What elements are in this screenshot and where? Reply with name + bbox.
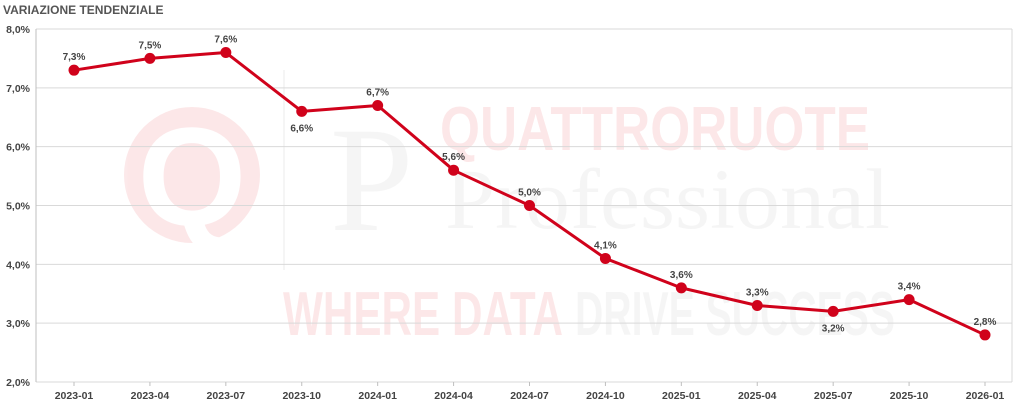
x-tick-label: 2024-01 [358, 390, 397, 402]
x-tick-label: 2025-04 [738, 390, 777, 402]
data-point [448, 164, 460, 176]
y-tick-label: 3,0% [6, 318, 31, 330]
x-tick-label: 2023-07 [207, 390, 246, 402]
data-point [675, 282, 687, 294]
data-label: 5,6% [442, 152, 465, 163]
x-tick-label: 2025-10 [890, 390, 929, 402]
x-tick-label: 2023-04 [131, 390, 170, 402]
data-point [296, 105, 308, 117]
watermark-tagline-b: DRIVE SUCCESS [575, 280, 895, 349]
x-tick-label: 2025-01 [662, 390, 701, 402]
y-tick-label: 2,0% [6, 377, 31, 389]
watermark-logo-p: P [330, 97, 413, 263]
gridlines [36, 28, 1012, 383]
watermark-brand: QUATTRORUOTE [440, 95, 870, 164]
x-tick-label: 2024-07 [510, 390, 549, 402]
data-label: 7,6% [214, 35, 237, 46]
data-label: 3,3% [746, 288, 769, 299]
data-label: 6,7% [366, 87, 389, 98]
y-tick-label: 4,0% [6, 259, 31, 271]
x-tick-label: 2024-04 [434, 390, 473, 402]
data-label: 6,6% [290, 123, 313, 134]
y-tick-label: 8,0% [6, 24, 31, 36]
data-point [372, 99, 384, 111]
series-points [68, 47, 991, 341]
x-tick-label: 2023-01 [55, 390, 94, 402]
data-point [524, 200, 535, 211]
x-tick-label: 2026-01 [966, 390, 1005, 402]
data-label: 7,5% [139, 40, 162, 51]
data-label: 2,8% [974, 317, 997, 328]
data-point [827, 305, 839, 317]
y-tick-label: 7,0% [6, 83, 31, 95]
watermark-logo-q: Q [138, 98, 247, 255]
y-axis: 2,0% 3,0% 4,0% 5,0% 6,0% 7,0% 8,0% [6, 24, 1013, 389]
data-label: 5,0% [518, 188, 541, 199]
x-tick-label: 2024-10 [586, 390, 625, 402]
data-label: 3,4% [898, 282, 921, 293]
data-label: 3,2% [822, 323, 845, 334]
x-axis: 2023-01 2023-04 2023-07 2023-10 2024-01 2024-… [55, 382, 1005, 402]
watermark-sub: Professional [445, 151, 890, 247]
x-tick-label: 2023-10 [282, 390, 321, 402]
data-point [979, 329, 991, 341]
data-point [144, 52, 156, 64]
data-label: 3,6% [670, 270, 693, 281]
y-tick-label: 6,0% [6, 142, 31, 154]
data-labels: 7,3% 7,5% 7,6% 6,6% 6,7% 5,6% 5,0% 4,1% 3,6% 3,3%… [63, 35, 997, 335]
watermark: Q P QUATTRORUOTE Professional WHERE DATA… [124, 70, 895, 349]
data-point [68, 64, 80, 76]
watermark-logo-circle [124, 107, 260, 243]
y-tick-label: 5,0% [6, 201, 31, 213]
data-point [751, 300, 763, 312]
data-label: 4,1% [594, 240, 617, 251]
data-point [220, 47, 232, 59]
data-label: 7,3% [63, 52, 86, 63]
watermark-divider [283, 70, 285, 270]
chart-title: VARIAZIONE TENDENZIALE [3, 3, 163, 17]
watermark-tagline-a: WHERE DATA [283, 280, 563, 349]
x-tick-label: 2025-07 [814, 390, 853, 402]
data-point [903, 294, 915, 306]
data-point [599, 252, 611, 264]
